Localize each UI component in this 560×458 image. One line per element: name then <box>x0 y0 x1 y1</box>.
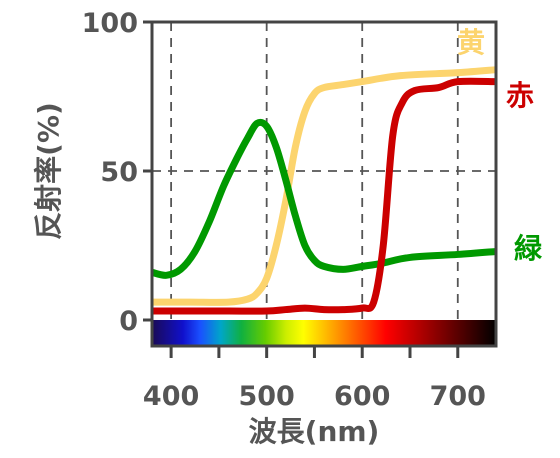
labels: 黄緑 赤 <box>457 26 543 265</box>
series-label-赤: 赤 <box>506 79 534 112</box>
y-tick-label-100: 100 <box>82 8 138 39</box>
series-label-緑: 緑 <box>514 232 543 265</box>
spectrum-bar <box>152 320 496 346</box>
x-axis-title: 波長(nm) <box>249 415 380 448</box>
x-tick-label-700: 700 <box>430 381 486 412</box>
grid <box>152 22 496 320</box>
y-axis-title: 反射率(%) <box>32 102 65 240</box>
y-tick-label-0: 0 <box>119 306 138 337</box>
x-tick-label-400: 400 <box>143 381 199 412</box>
series-line-赤 <box>151 77 497 315</box>
ticks: 400 500 600 700 0 50 100 <box>82 8 486 412</box>
series-line-黄 <box>151 66 497 306</box>
series-line-緑 <box>151 118 497 279</box>
x-tick-label-500: 500 <box>238 381 294 412</box>
series-label-黄: 黄 <box>457 26 485 59</box>
plot-frame <box>150 20 498 348</box>
series-lines <box>151 66 497 315</box>
x-tick-label-600: 600 <box>334 381 390 412</box>
y-tick-label-50: 50 <box>100 157 138 188</box>
